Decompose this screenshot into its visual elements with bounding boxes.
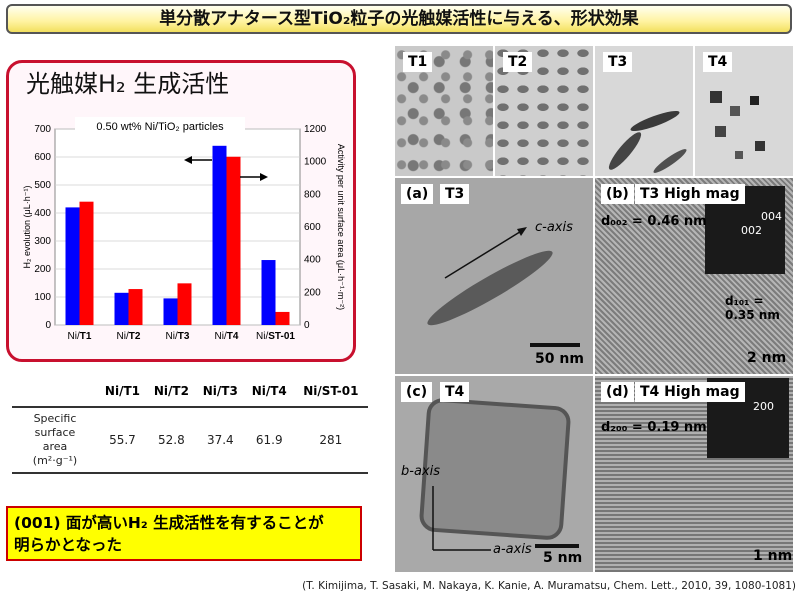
tem-image-d: 020 200 (d) T4 High mag d₂₀₀ = 0.19 nm 1… [595, 376, 793, 572]
x-tick-label: Ni/T2 [117, 331, 141, 342]
bar-h2-evolution [163, 298, 178, 325]
page-title: 単分散アナタース型TiO₂粒子の光触媒活性に与える、形状効果 [6, 4, 792, 34]
axis-label: a-axis [493, 542, 532, 557]
table-header-cell: Ni/T2 [146, 376, 196, 408]
row-label-line: surface [34, 426, 76, 439]
scale-label: 5 nm [543, 550, 583, 566]
row-label-line: (m²·g⁻¹) [32, 454, 78, 467]
tem-image-t2: T2 [495, 46, 593, 176]
tem-image-t1: T1 [395, 46, 493, 176]
cube-micrograph [419, 398, 579, 551]
table-cell: 281 [319, 433, 343, 447]
panel-letter: (d) [601, 382, 634, 402]
bar-h2-evolution [261, 260, 276, 325]
right-axis-arrowhead [260, 173, 268, 181]
row-label: Specific surface area (m²·g⁻¹) [12, 407, 98, 473]
table-cell: 55.7 [109, 433, 136, 447]
conclusion-box: (001) 面が高いH₂ 生成活性を有することが 明らかとなった [6, 506, 362, 561]
y-tick-label: 600 [34, 152, 51, 163]
bar-activity-per-area [128, 289, 143, 325]
y2-tick-label: 400 [304, 255, 321, 266]
tem-label: T3 [440, 184, 470, 204]
tem-label: T3 High mag [635, 184, 745, 204]
fft-index: 004 [761, 210, 782, 223]
y2-tick-label: 600 [304, 222, 321, 233]
fft-index: 002 [741, 224, 762, 237]
table-header-cell: Ni/ST-01 [293, 376, 368, 408]
y-tick-label: 300 [34, 236, 51, 247]
y2-tick-label: 1000 [304, 157, 327, 168]
table-header-cell: Ni/T1 [98, 376, 147, 408]
table-header-cell: Ni/T4 [244, 376, 294, 408]
x-tick-label: Ni/T3 [166, 331, 190, 342]
tem-label: T1 [403, 52, 433, 72]
left-axis-arrowhead [184, 156, 192, 164]
d-spacing-label: d₂₀₀ = 0.19 nm [601, 420, 707, 435]
tem-image-t3: T3 [595, 46, 693, 176]
tem-image-c: (c) T4 b-axis a-axis 5 nm [395, 376, 593, 572]
table-cell: 61.9 [255, 433, 283, 447]
tem-image-b: 00 004 002 (b) T3 High mag d₀₀₂ = 0.46 n… [595, 178, 793, 374]
surface-area-table: Ni/T1 Ni/T2 Ni/T3 Ni/T4 Ni/ST-01 Specifi… [12, 376, 368, 474]
row-label-line: Specific [33, 412, 77, 425]
y-tick-label: 100 [34, 292, 51, 303]
conclusion-line: 明らかとなった [14, 536, 123, 554]
y2-axis-label: Activity per unit surface area (μL·h⁻¹·m… [336, 144, 346, 310]
bar-h2-evolution [114, 292, 129, 325]
x-tick-label: Ni/T1 [68, 331, 92, 342]
rod-micrograph [427, 227, 580, 347]
tem-label: T3 [603, 52, 633, 72]
citation: (T. Kimijima, T. Sasaki, M. Nakaya, K. K… [302, 580, 796, 592]
scale-label: 1 nm [753, 548, 793, 564]
bar-activity-per-area [226, 156, 241, 325]
bar-activity-per-area [79, 201, 94, 325]
table-header-row: Ni/T1 Ni/T2 Ni/T3 Ni/T4 Ni/ST-01 [12, 376, 368, 408]
y2-tick-label: 1200 [304, 124, 327, 135]
conclusion-line: (001) 面が高いH₂ 生成活性を有することが [14, 514, 324, 532]
tem-label: T4 [440, 382, 470, 402]
x-tick-label: Ni/T4 [215, 331, 239, 342]
cube-particles [710, 91, 765, 159]
scale-label: 50 nm [535, 351, 584, 367]
h2-activity-chart: 0 100 200 300 400 500 600 700 0 200 400 600 800 1000 1… [22, 117, 346, 342]
tem-label: T4 [703, 52, 733, 72]
y2-tick-label: 0 [304, 320, 310, 331]
tem-image-t4: T4 [695, 46, 793, 176]
tem-label: T4 High mag [635, 382, 745, 402]
rod-particles [608, 110, 687, 173]
axis-label: c-axis [535, 220, 573, 235]
bar-activity-per-area [275, 311, 290, 325]
panel-letter: (b) [601, 184, 634, 204]
scale-label: 2 nm [747, 350, 787, 366]
panel-letter: (a) [401, 184, 434, 204]
panel-letter: (c) [401, 382, 433, 402]
y-tick-label: 0 [45, 320, 51, 331]
table-row: Specific surface area (m²·g⁻¹) 55.7 52.8… [12, 407, 368, 473]
table-header-cell [12, 376, 98, 408]
d-spacing-label: d₀₀₂ = 0.46 nm [601, 214, 707, 229]
subtitle-bg [75, 117, 245, 133]
y-tick-label: 400 [34, 208, 51, 219]
chart-subtitle: 0.50 wt% Ni/TiO₂ particles [96, 121, 224, 133]
tem-label: T2 [503, 52, 533, 72]
y-tick-label: 700 [34, 124, 51, 135]
bar-h2-evolution [212, 145, 227, 325]
axis-label: b-axis [401, 464, 440, 479]
d-spacing-label: d₁₀₁ = 0.35 nm [725, 294, 780, 322]
y-tick-label: 200 [34, 264, 51, 275]
y2-tick-label: 200 [304, 287, 321, 298]
panel-title: 光触媒H₂ 生成活性 [26, 70, 230, 98]
y2-tick-label: 800 [304, 189, 321, 200]
table-cell: 52.8 [158, 433, 185, 447]
bar-activity-per-area [177, 283, 192, 325]
tem-image-a: (a) T3 c-axis 50 nm [395, 178, 593, 374]
y-axis-label: H₂ evolution (μL·h⁻¹) [22, 186, 32, 269]
x-tick-label: Ni/ST-01 [256, 331, 295, 342]
table-header-cell: Ni/T3 [195, 376, 245, 408]
y-tick-label: 500 [34, 180, 51, 191]
fft-index: 200 [753, 400, 774, 413]
row-label-line: area [42, 440, 68, 453]
table-cell: 37.4 [206, 433, 234, 447]
bar-h2-evolution [65, 207, 80, 325]
